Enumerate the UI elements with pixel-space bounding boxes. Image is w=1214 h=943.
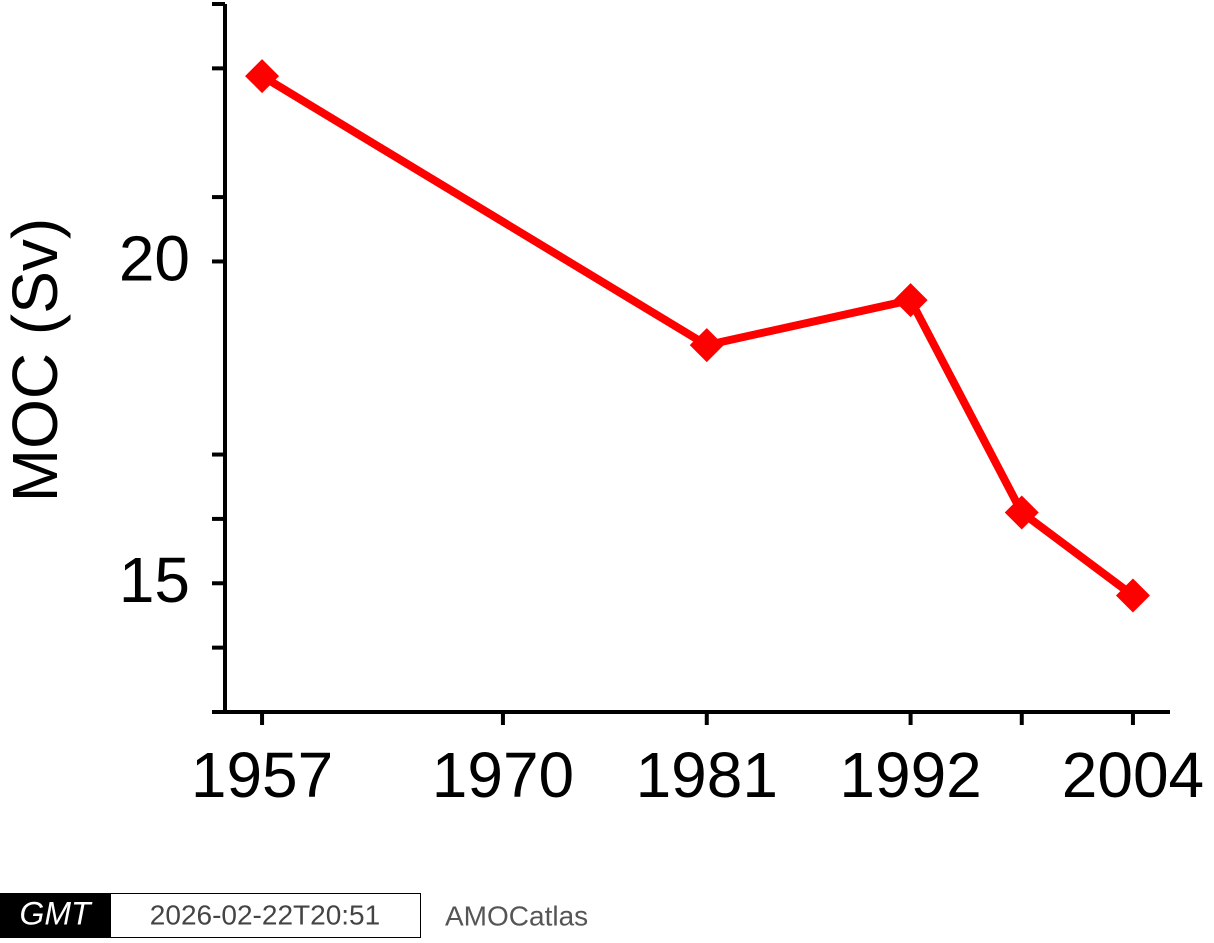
y-axis-label: MOC (Sv) xyxy=(0,218,71,502)
x-tick-label: 1970 xyxy=(432,739,574,811)
marker xyxy=(893,283,928,318)
marker xyxy=(689,328,724,363)
timestamp-box xyxy=(110,893,421,938)
marker xyxy=(245,59,280,94)
logo: GMT xyxy=(19,895,93,931)
y-tick-label: 15 xyxy=(119,544,190,616)
marker xyxy=(1115,578,1150,613)
footer-label: AMOCatlas xyxy=(445,900,588,931)
x-tick-label: 1957 xyxy=(191,739,333,811)
timestamp: 2026-02-22T20:51 xyxy=(150,899,380,930)
x-tick-label: 1992 xyxy=(839,739,981,811)
x-tick-label: 1981 xyxy=(636,739,778,811)
marker xyxy=(1004,495,1039,530)
logo-box xyxy=(0,893,110,938)
line xyxy=(259,72,1136,599)
y-tick-label: 20 xyxy=(119,222,190,294)
x-tick-label: 2004 xyxy=(1062,739,1204,811)
